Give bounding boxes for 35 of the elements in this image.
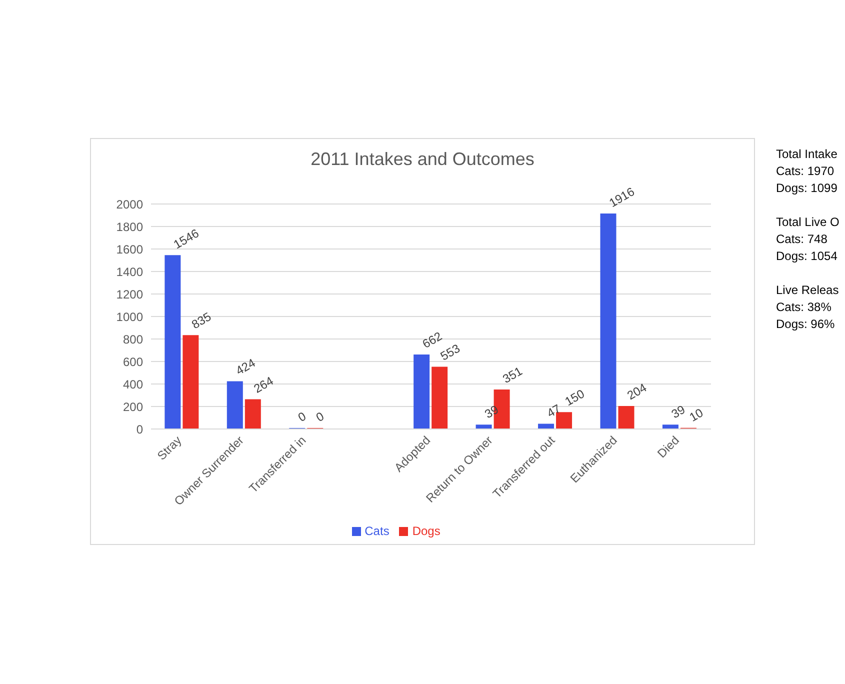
data-label: 0 [314,408,327,425]
y-tick-label: 1800 [116,220,144,234]
y-tick-label: 800 [122,332,144,346]
data-label: 10 [686,406,706,424]
data-label: 39 [668,402,688,422]
text: Dogs: 96% [776,316,836,333]
data-label: 1916 [606,184,638,210]
data-label: 150 [562,386,588,409]
data-label: 351 [500,364,525,386]
text: Dogs: 1099 [776,180,838,197]
y-tick-label: 1400 [116,264,144,279]
text: Total Intake [776,146,838,163]
text: Total Live O [776,214,840,231]
text: Cats: 1970 [776,163,836,180]
y-tick-label: 1000 [116,310,144,324]
data-label: 0 [296,408,309,425]
y-tick-label: 400 [122,377,144,392]
y-tick-label: 1600 [116,242,144,256]
text: Dogs: 1054 [776,248,838,265]
y-tick-label: 200 [122,400,144,414]
legend-label: Cats [364,524,390,538]
y-tick-label: 600 [122,354,144,369]
text: Cats: 748 [776,231,828,248]
text: Live Releas [776,282,840,299]
data-label: 39 [482,402,502,422]
chart-title: 2011 Intakes and Outcomes [310,149,536,170]
data-label: 1546 [171,226,202,252]
y-tick-label: 0 [136,422,144,436]
y-tick-label: 2000 [116,197,144,212]
data-label: 835 [189,309,214,332]
data-label: 204 [624,380,650,403]
text: Cats: 38% [776,299,832,316]
legend-label: Dogs [412,524,440,538]
y-tick-label: 1200 [116,287,144,302]
data-label: 47 [544,401,564,420]
